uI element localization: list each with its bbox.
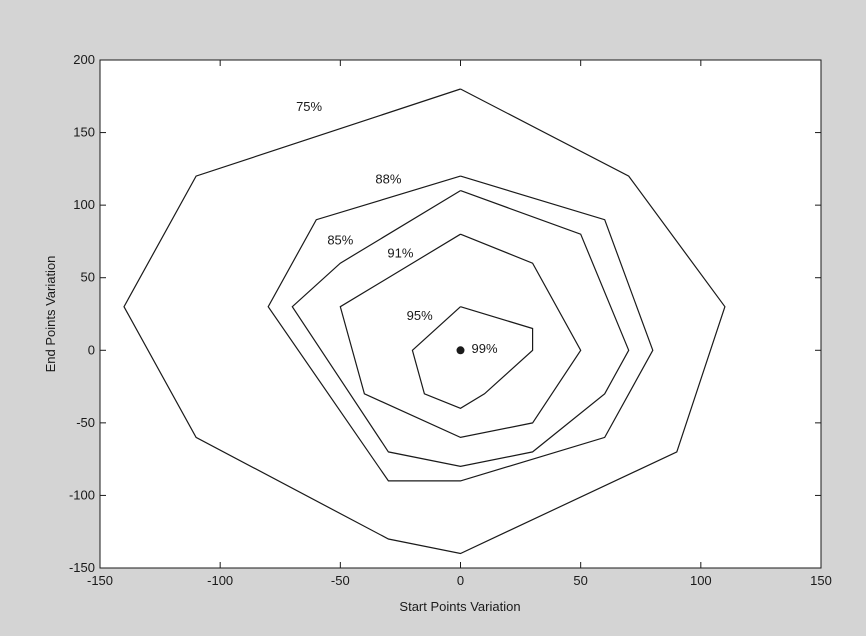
- x-tick-label: -100: [207, 573, 233, 588]
- contour-line-85-percent: [291, 190, 630, 468]
- contour-label: 99%: [472, 341, 498, 356]
- x-tick-label: 50: [573, 573, 587, 588]
- y-tick-label: 150: [73, 125, 95, 140]
- contour-labels: 75% 88% 85% 91% 95% 99%: [296, 99, 498, 356]
- x-tick-label: -50: [331, 573, 350, 588]
- x-tick-label: 150: [810, 573, 832, 588]
- contour-line-91-percent: [339, 233, 582, 439]
- y-tick-label: 0: [88, 342, 95, 357]
- y-axis-label: End Points Variation: [43, 256, 58, 373]
- y-tick-label: -150: [69, 560, 95, 575]
- contour-label: 88%: [375, 171, 401, 186]
- y-tick-label: 50: [81, 270, 95, 285]
- contour-line-95-percent: [411, 306, 534, 409]
- contour-line-75-percent: [123, 88, 726, 555]
- plot-area: [99, 59, 822, 569]
- contour-label: 85%: [327, 232, 353, 247]
- axis-ticks: -150 -100 -50 0 50 100 150 -150 -100 -50 0 50 100 150…: [69, 52, 832, 588]
- contour-line-88-percent: [267, 175, 654, 482]
- x-tick-label: -150: [87, 573, 113, 588]
- contour-label: 91%: [387, 245, 413, 260]
- y-tick-label: -100: [69, 487, 95, 502]
- contour-lines: [123, 88, 726, 555]
- contour-label: 95%: [407, 308, 433, 323]
- x-axis-label: Start Points Variation: [399, 599, 520, 614]
- y-tick-label: -50: [76, 415, 95, 430]
- center-point-marker: [456, 346, 465, 355]
- y-tick-label: 200: [73, 52, 95, 67]
- y-tick-label: 100: [73, 197, 95, 212]
- x-tick-label: 0: [457, 573, 464, 588]
- x-tick-label: 100: [690, 573, 712, 588]
- contour-label: 75%: [296, 99, 322, 114]
